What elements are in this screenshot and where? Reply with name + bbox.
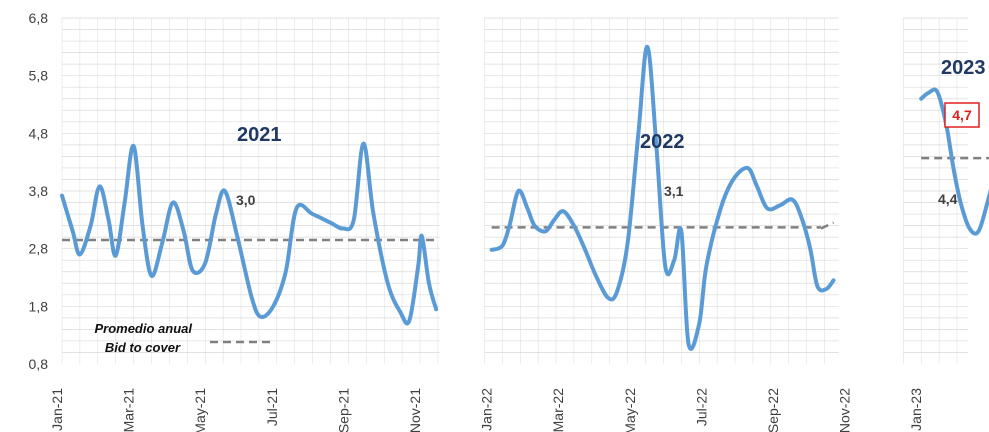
series-lines <box>60 44 989 351</box>
year-label-2021: 2021 <box>237 124 282 146</box>
x-tick-label: Sep-21 <box>335 388 351 432</box>
x-tick-label: May-22 <box>622 388 638 432</box>
grid-layer <box>61 17 968 364</box>
x-tick-label: Nov-21 <box>407 388 423 432</box>
x-tick-label: Jan-22 <box>479 388 495 431</box>
y-tick-label: 1,8 <box>29 298 49 314</box>
x-tick-label: Mar-22 <box>550 388 566 432</box>
y-tick-label: 5,8 <box>29 68 49 84</box>
x-tick-label: Jan-21 <box>49 388 65 431</box>
legend: Promedio anual Bid to cover <box>94 321 273 355</box>
average-value-2023: 4,4 <box>938 191 958 207</box>
annotation-layer: 2021 2022 2023 3,0 3,1 4,4 4,7 Promedio … <box>94 57 985 355</box>
legend-line-2: Bid to cover <box>105 340 181 355</box>
series-line-3 <box>919 87 989 236</box>
y-tick-label: 0,8 <box>29 356 49 372</box>
year-label-2022: 2022 <box>640 131 685 153</box>
year-label-2023: 2023 <box>941 57 986 79</box>
series-line-2 <box>489 44 836 351</box>
series-line-1 <box>60 141 439 326</box>
x-tick-label: Sep-22 <box>765 388 781 432</box>
average-line-tail <box>820 221 835 230</box>
x-tick-label: Jul-21 <box>264 388 280 426</box>
x-tick-label: Nov-22 <box>837 388 853 432</box>
average-lines <box>62 156 989 242</box>
badge-box <box>944 102 980 128</box>
x-axis: Jan-21 Mar-21 May-21 Jul-21 Sep-21 Nov-21 Jan-… <box>49 388 924 432</box>
average-value-2021: 3,0 <box>236 192 256 208</box>
legend-line-1: Promedio anual <box>94 321 192 336</box>
x-tick-label: Mar-21 <box>121 388 137 432</box>
x-tick-label: Jan-23 <box>908 388 924 431</box>
x-tick-label: Jul-22 <box>693 388 709 426</box>
average-value-2022: 3,1 <box>664 183 684 199</box>
badge-value: 4,7 <box>952 107 972 123</box>
y-axis: 0,8 1,8 2,8 3,8 4,8 5,8 6,8 <box>29 10 49 372</box>
y-tick-label: 6,8 <box>29 10 49 26</box>
y-tick-label: 2,8 <box>29 241 49 257</box>
x-tick-label: May-21 <box>192 388 208 432</box>
y-tick-label: 4,8 <box>29 125 49 141</box>
y-tick-label: 3,8 <box>29 183 49 199</box>
badge-2023-current-value: 4,7 <box>944 102 980 128</box>
